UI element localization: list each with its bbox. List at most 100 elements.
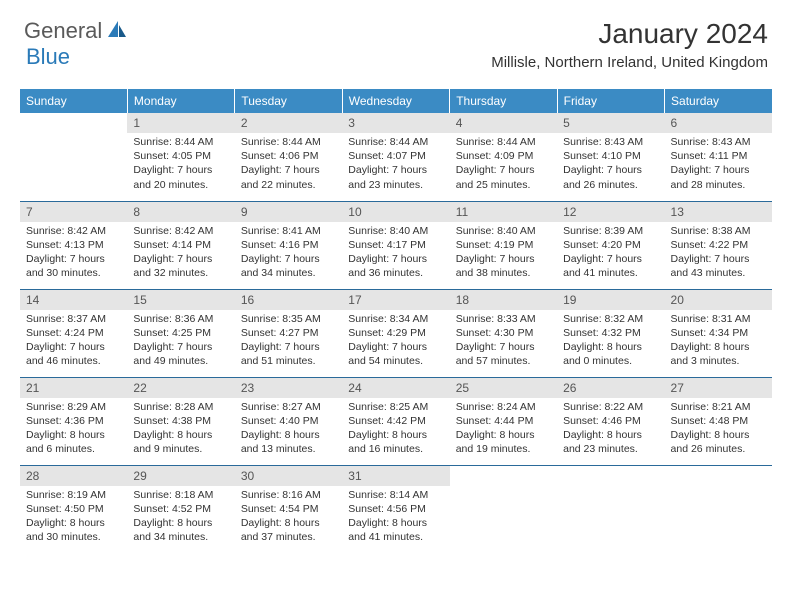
weekday-header: Monday bbox=[127, 89, 234, 113]
day-line-d1: Daylight: 8 hours bbox=[563, 428, 658, 442]
day-line-d2: and 43 minutes. bbox=[671, 266, 766, 280]
calendar-day-cell: 7Sunrise: 8:42 AMSunset: 4:13 PMDaylight… bbox=[20, 201, 127, 289]
day-line-d1: Daylight: 7 hours bbox=[563, 163, 658, 177]
day-line-d1: Daylight: 7 hours bbox=[133, 252, 228, 266]
day-line-ss: Sunset: 4:16 PM bbox=[241, 238, 336, 252]
calendar-day-cell: 14Sunrise: 8:37 AMSunset: 4:24 PMDayligh… bbox=[20, 289, 127, 377]
day-line-d1: Daylight: 7 hours bbox=[348, 163, 443, 177]
day-number: 2 bbox=[235, 113, 342, 133]
day-line-ss: Sunset: 4:27 PM bbox=[241, 326, 336, 340]
day-line-d1: Daylight: 7 hours bbox=[563, 252, 658, 266]
day-line-ss: Sunset: 4:54 PM bbox=[241, 502, 336, 516]
day-details: Sunrise: 8:44 AMSunset: 4:06 PMDaylight:… bbox=[235, 133, 342, 198]
day-details: Sunrise: 8:41 AMSunset: 4:16 PMDaylight:… bbox=[235, 222, 342, 287]
day-line-ss: Sunset: 4:13 PM bbox=[26, 238, 121, 252]
day-line-ss: Sunset: 4:19 PM bbox=[456, 238, 551, 252]
day-line-d2: and 49 minutes. bbox=[133, 354, 228, 368]
day-line-d1: Daylight: 7 hours bbox=[241, 163, 336, 177]
day-line-d1: Daylight: 8 hours bbox=[26, 516, 121, 530]
day-number: 23 bbox=[235, 378, 342, 398]
day-line-sr: Sunrise: 8:22 AM bbox=[563, 400, 658, 414]
calendar-day-cell: 20Sunrise: 8:31 AMSunset: 4:34 PMDayligh… bbox=[665, 289, 772, 377]
day-details: Sunrise: 8:14 AMSunset: 4:56 PMDaylight:… bbox=[342, 486, 449, 551]
day-line-d2: and 16 minutes. bbox=[348, 442, 443, 456]
day-details: Sunrise: 8:43 AMSunset: 4:11 PMDaylight:… bbox=[665, 133, 772, 198]
day-details: Sunrise: 8:34 AMSunset: 4:29 PMDaylight:… bbox=[342, 310, 449, 375]
day-line-ss: Sunset: 4:40 PM bbox=[241, 414, 336, 428]
day-line-ss: Sunset: 4:10 PM bbox=[563, 149, 658, 163]
day-line-sr: Sunrise: 8:21 AM bbox=[671, 400, 766, 414]
day-line-sr: Sunrise: 8:33 AM bbox=[456, 312, 551, 326]
calendar-day-cell: 0 bbox=[20, 113, 127, 201]
day-details: Sunrise: 8:36 AMSunset: 4:25 PMDaylight:… bbox=[127, 310, 234, 375]
calendar-week-row: 7Sunrise: 8:42 AMSunset: 4:13 PMDaylight… bbox=[20, 201, 772, 289]
day-line-ss: Sunset: 4:05 PM bbox=[133, 149, 228, 163]
day-line-d1: Daylight: 7 hours bbox=[671, 252, 766, 266]
day-details: Sunrise: 8:25 AMSunset: 4:42 PMDaylight:… bbox=[342, 398, 449, 463]
calendar-day-cell: 21Sunrise: 8:29 AMSunset: 4:36 PMDayligh… bbox=[20, 377, 127, 465]
day-line-ss: Sunset: 4:25 PM bbox=[133, 326, 228, 340]
calendar-day-cell: 28Sunrise: 8:19 AMSunset: 4:50 PMDayligh… bbox=[20, 465, 127, 553]
day-number: 9 bbox=[235, 202, 342, 222]
day-line-d2: and 23 minutes. bbox=[563, 442, 658, 456]
day-number: 15 bbox=[127, 290, 234, 310]
day-line-d1: Daylight: 8 hours bbox=[241, 428, 336, 442]
day-line-d1: Daylight: 8 hours bbox=[241, 516, 336, 530]
day-line-sr: Sunrise: 8:32 AM bbox=[563, 312, 658, 326]
day-details: Sunrise: 8:35 AMSunset: 4:27 PMDaylight:… bbox=[235, 310, 342, 375]
day-line-sr: Sunrise: 8:25 AM bbox=[348, 400, 443, 414]
day-number: 26 bbox=[557, 378, 664, 398]
day-line-d2: and 6 minutes. bbox=[26, 442, 121, 456]
day-line-sr: Sunrise: 8:40 AM bbox=[348, 224, 443, 238]
day-line-ss: Sunset: 4:52 PM bbox=[133, 502, 228, 516]
day-details: Sunrise: 8:24 AMSunset: 4:44 PMDaylight:… bbox=[450, 398, 557, 463]
calendar-week-row: 21Sunrise: 8:29 AMSunset: 4:36 PMDayligh… bbox=[20, 377, 772, 465]
day-line-d2: and 19 minutes. bbox=[456, 442, 551, 456]
day-line-ss: Sunset: 4:46 PM bbox=[563, 414, 658, 428]
day-line-sr: Sunrise: 8:18 AM bbox=[133, 488, 228, 502]
calendar-day-cell: 11Sunrise: 8:40 AMSunset: 4:19 PMDayligh… bbox=[450, 201, 557, 289]
logo: General bbox=[24, 18, 130, 44]
calendar-day-cell: 2Sunrise: 8:44 AMSunset: 4:06 PMDaylight… bbox=[235, 113, 342, 201]
day-line-d1: Daylight: 8 hours bbox=[26, 428, 121, 442]
day-line-sr: Sunrise: 8:41 AM bbox=[241, 224, 336, 238]
day-line-d2: and 41 minutes. bbox=[563, 266, 658, 280]
calendar-day-cell: 15Sunrise: 8:36 AMSunset: 4:25 PMDayligh… bbox=[127, 289, 234, 377]
day-line-d2: and 0 minutes. bbox=[563, 354, 658, 368]
day-line-d2: and 28 minutes. bbox=[671, 178, 766, 192]
day-line-d2: and 32 minutes. bbox=[133, 266, 228, 280]
day-line-ss: Sunset: 4:42 PM bbox=[348, 414, 443, 428]
day-line-d2: and 30 minutes. bbox=[26, 266, 121, 280]
day-line-d2: and 26 minutes. bbox=[671, 442, 766, 456]
day-line-d2: and 20 minutes. bbox=[133, 178, 228, 192]
day-number: 25 bbox=[450, 378, 557, 398]
day-line-ss: Sunset: 4:07 PM bbox=[348, 149, 443, 163]
day-line-d1: Daylight: 7 hours bbox=[26, 252, 121, 266]
day-line-d1: Daylight: 7 hours bbox=[348, 252, 443, 266]
calendar-day-cell: 0 bbox=[665, 465, 772, 553]
day-line-sr: Sunrise: 8:43 AM bbox=[671, 135, 766, 149]
day-line-sr: Sunrise: 8:35 AM bbox=[241, 312, 336, 326]
day-line-d1: Daylight: 8 hours bbox=[348, 428, 443, 442]
day-details: Sunrise: 8:42 AMSunset: 4:14 PMDaylight:… bbox=[127, 222, 234, 287]
day-number: 3 bbox=[342, 113, 449, 133]
day-line-d2: and 30 minutes. bbox=[26, 530, 121, 544]
day-number: 18 bbox=[450, 290, 557, 310]
day-line-sr: Sunrise: 8:29 AM bbox=[26, 400, 121, 414]
day-number: 4 bbox=[450, 113, 557, 133]
day-line-d1: Daylight: 7 hours bbox=[133, 163, 228, 177]
header: General January 2024 Millisle, Northern … bbox=[0, 0, 792, 79]
day-line-d1: Daylight: 7 hours bbox=[241, 252, 336, 266]
day-line-d1: Daylight: 7 hours bbox=[348, 340, 443, 354]
day-number: 30 bbox=[235, 466, 342, 486]
day-details: Sunrise: 8:44 AMSunset: 4:07 PMDaylight:… bbox=[342, 133, 449, 198]
calendar-table: SundayMondayTuesdayWednesdayThursdayFrid… bbox=[20, 89, 772, 553]
day-line-ss: Sunset: 4:50 PM bbox=[26, 502, 121, 516]
weekday-header: Sunday bbox=[20, 89, 127, 113]
calendar-day-cell: 5Sunrise: 8:43 AMSunset: 4:10 PMDaylight… bbox=[557, 113, 664, 201]
calendar-day-cell: 1Sunrise: 8:44 AMSunset: 4:05 PMDaylight… bbox=[127, 113, 234, 201]
calendar-day-cell: 19Sunrise: 8:32 AMSunset: 4:32 PMDayligh… bbox=[557, 289, 664, 377]
day-details: Sunrise: 8:19 AMSunset: 4:50 PMDaylight:… bbox=[20, 486, 127, 551]
day-line-d1: Daylight: 8 hours bbox=[133, 428, 228, 442]
calendar-day-cell: 27Sunrise: 8:21 AMSunset: 4:48 PMDayligh… bbox=[665, 377, 772, 465]
